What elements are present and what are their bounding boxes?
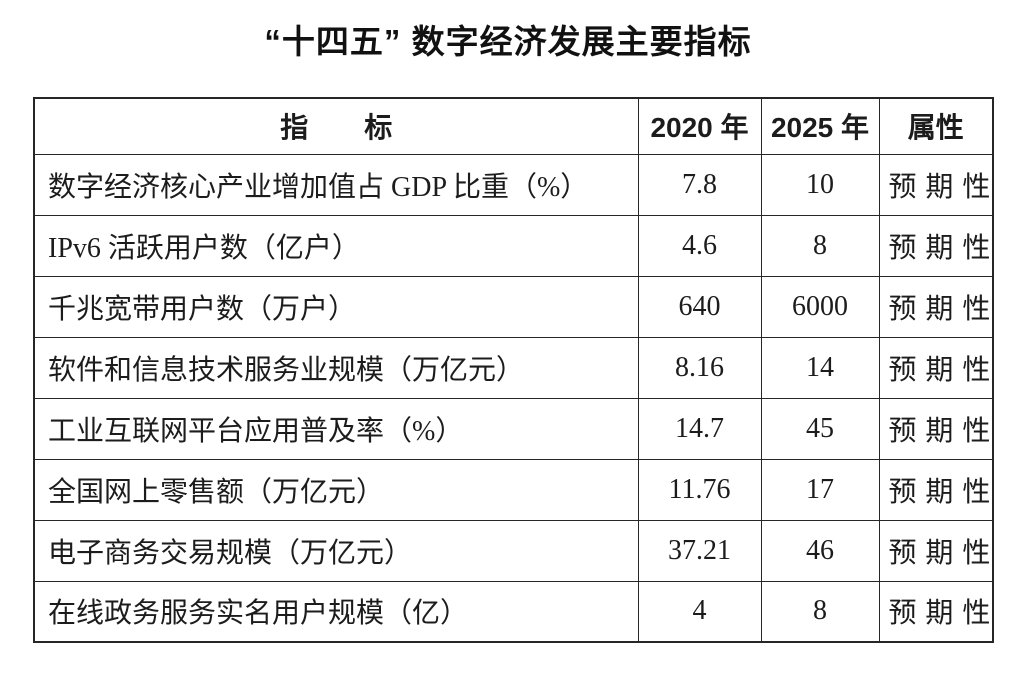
column-header-indicator: 指 标 (33, 97, 639, 155)
value-2020-cell: 14.7 (637, 397, 762, 460)
attribute-cell: 预期性 (878, 153, 994, 216)
value-2025-cell: 45 (760, 397, 880, 460)
table-row: IPv6 活跃用户数（亿户） 4.6 8 预期性 (33, 214, 994, 277)
value-2020-cell: 4 (637, 580, 762, 643)
table-row: 全国网上零售额（万亿元） 11.76 17 预期性 (33, 458, 994, 521)
attribute-cell: 预期性 (878, 336, 994, 399)
attribute-cell: 预期性 (878, 458, 994, 521)
indicators-table: 指 标 2020 年 2025 年 属性 数字经济核心产业增加值占 GDP 比重… (33, 97, 994, 643)
indicator-cell: 在线政务服务实名用户规模（亿） (33, 580, 639, 643)
attribute-cell: 预期性 (878, 519, 994, 582)
indicator-cell: 全国网上零售额（万亿元） (33, 458, 639, 521)
indicator-cell: 千兆宽带用户数（万户） (33, 275, 639, 338)
value-2020-cell: 4.6 (637, 214, 762, 277)
value-2025-cell: 14 (760, 336, 880, 399)
value-2025-cell: 17 (760, 458, 880, 521)
indicator-cell: 工业互联网平台应用普及率（%） (33, 397, 639, 460)
attribute-cell: 预期性 (878, 275, 994, 338)
table-header-row: 指 标 2020 年 2025 年 属性 (33, 97, 994, 155)
value-2025-cell: 10 (760, 153, 880, 216)
value-2025-cell: 8 (760, 580, 880, 643)
indicator-cell: 软件和信息技术服务业规模（万亿元） (33, 336, 639, 399)
indicator-cell: 数字经济核心产业增加值占 GDP 比重（%） (33, 153, 639, 216)
indicator-cell: IPv6 活跃用户数（亿户） (33, 214, 639, 277)
column-header-2025: 2025 年 (760, 97, 880, 155)
table-row: 软件和信息技术服务业规模（万亿元） 8.16 14 预期性 (33, 336, 994, 399)
page-title: “十四五” 数字经济发展主要指标 (264, 23, 752, 60)
value-2020-cell: 8.16 (637, 336, 762, 399)
value-2020-cell: 11.76 (637, 458, 762, 521)
table-row: 在线政务服务实名用户规模（亿） 4 8 预期性 (33, 580, 994, 643)
table-row: 数字经济核心产业增加值占 GDP 比重（%） 7.8 10 预期性 (33, 153, 994, 216)
value-2025-cell: 6000 (760, 275, 880, 338)
value-2025-cell: 46 (760, 519, 880, 582)
value-2025-cell: 8 (760, 214, 880, 277)
table-row: 电子商务交易规模（万亿元） 37.21 46 预期性 (33, 519, 994, 582)
attribute-cell: 预期性 (878, 214, 994, 277)
attribute-cell: 预期性 (878, 580, 994, 643)
column-header-2020: 2020 年 (637, 97, 762, 155)
value-2020-cell: 640 (637, 275, 762, 338)
column-header-attribute: 属性 (878, 97, 994, 155)
indicator-cell: 电子商务交易规模（万亿元） (33, 519, 639, 582)
attribute-cell: 预期性 (878, 397, 994, 460)
table-row: 工业互联网平台应用普及率（%） 14.7 45 预期性 (33, 397, 994, 460)
table-row: 千兆宽带用户数（万户） 640 6000 预期性 (33, 275, 994, 338)
value-2020-cell: 7.8 (637, 153, 762, 216)
value-2020-cell: 37.21 (637, 519, 762, 582)
